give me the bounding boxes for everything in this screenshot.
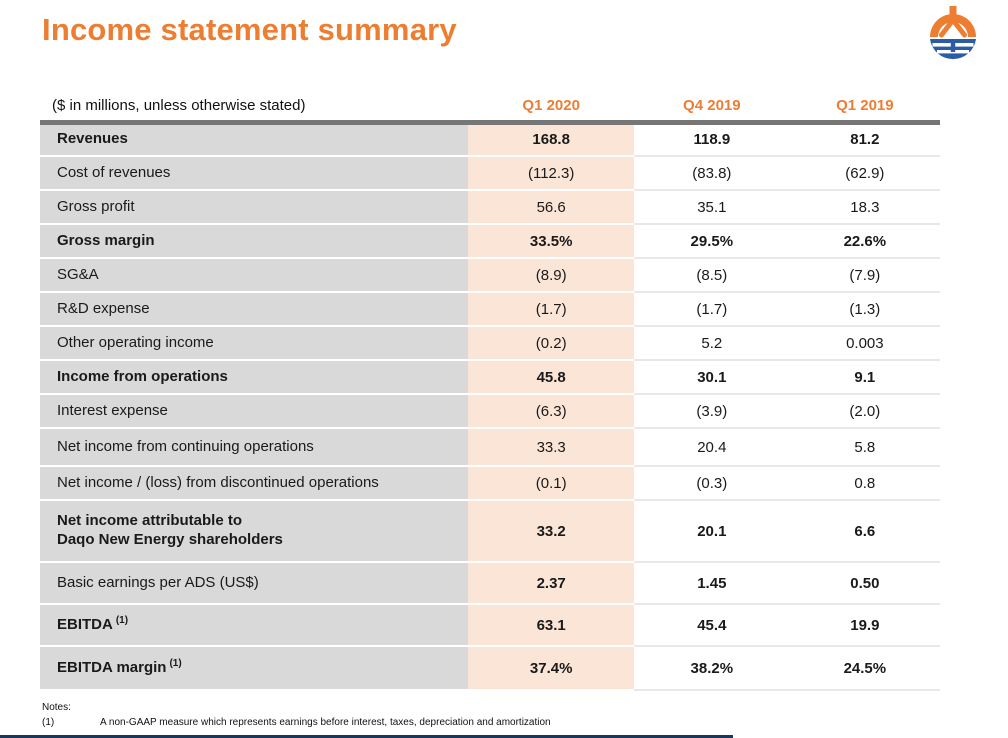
value-q4-2019: 35.1: [633, 190, 790, 225]
notes-section: Notes: (1) A non-GAAP measure which repr…: [42, 702, 551, 729]
col-header-q4-2019: Q4 2019: [633, 92, 790, 125]
value-q1-2019: 0.8: [789, 466, 940, 501]
value-q1-2020: 33.3: [468, 428, 634, 467]
value-q1-2020: 63.1: [468, 604, 634, 647]
value-q1-2020: 33.5%: [468, 224, 634, 259]
row-label: R&D expense: [40, 292, 469, 327]
table-row-basic-eps: Basic earnings per ADS (US$) 2.37 1.45 0…: [40, 562, 940, 605]
row-label: EBITDA (1): [40, 604, 469, 647]
col-header-q1-2020: Q1 2020: [468, 92, 634, 125]
table-row-revenues: Revenues 168.8 118.9 81.2: [40, 122, 940, 157]
value-q1-2019: (2.0): [789, 394, 940, 429]
unit-note: ($ in millions, unless otherwise stated): [40, 92, 469, 125]
table-header-row: ($ in millions, unless otherwise stated)…: [40, 92, 940, 125]
value-q4-2019: (8.5): [633, 258, 790, 293]
value-q4-2019: 20.4: [633, 428, 790, 467]
value-q1-2019: 18.3: [789, 190, 940, 225]
value-q1-2020: (112.3): [468, 156, 634, 191]
table-row-net-income-attributable: Net income attributable to Daqo New Ener…: [40, 500, 940, 563]
value-q1-2020: 168.8: [468, 122, 634, 157]
row-label: Other operating income: [40, 326, 469, 361]
table-row-ebitda-margin: EBITDA margin (1) 37.4% 38.2% 24.5%: [40, 646, 940, 691]
value-q4-2019: 118.9: [633, 122, 790, 157]
value-q1-2019: 24.5%: [789, 646, 940, 691]
row-label: Net income from continuing operations: [40, 428, 469, 467]
value-q4-2019: 20.1: [633, 500, 790, 563]
row-label: SG&A: [40, 258, 469, 293]
value-q4-2019: 30.1: [633, 360, 790, 395]
row-label: Net income attributable to Daqo New Ener…: [40, 500, 469, 563]
value-q1-2019: 0.50: [789, 562, 940, 605]
note-marker: (1): [42, 716, 55, 728]
footer-bar: [0, 735, 733, 738]
value-q4-2019: 5.2: [633, 326, 790, 361]
value-q1-2020: (1.7): [468, 292, 634, 327]
value-q1-2020: 33.2: [468, 500, 634, 563]
note-text: A non-GAAP measure which represents earn…: [100, 716, 551, 728]
value-q1-2020: 56.6: [468, 190, 634, 225]
value-q1-2019: 6.6: [789, 500, 940, 563]
row-label: Cost of revenues: [40, 156, 469, 191]
row-label: Basic earnings per ADS (US$): [40, 562, 469, 605]
value-q1-2019: 22.6%: [789, 224, 940, 259]
row-label: Interest expense: [40, 394, 469, 429]
value-q1-2020: 2.37: [468, 562, 634, 605]
value-q1-2020: (6.3): [468, 394, 634, 429]
row-label: EBITDA margin (1): [40, 646, 469, 691]
row-label-text: EBITDA margin: [57, 659, 167, 677]
table-row-cost-of-revenues: Cost of revenues (112.3) (83.8) (62.9): [40, 156, 940, 191]
table-row-sga: SG&A (8.9) (8.5) (7.9): [40, 258, 940, 293]
row-label: Net income / (loss) from discontinued op…: [40, 466, 469, 501]
row-label: Gross margin: [40, 224, 469, 259]
value-q1-2020: 37.4%: [468, 646, 634, 691]
value-q4-2019: 38.2%: [633, 646, 790, 691]
value-q1-2019: (1.3): [789, 292, 940, 327]
value-q1-2019: (7.9): [789, 258, 940, 293]
row-label: Gross profit: [40, 190, 469, 225]
value-q1-2019: 5.8: [789, 428, 940, 467]
value-q1-2019: 81.2: [789, 122, 940, 157]
value-q4-2019: (1.7): [633, 292, 790, 327]
value-q1-2019: 9.1: [789, 360, 940, 395]
value-q1-2019: (62.9): [789, 156, 940, 191]
row-label: Revenues: [40, 122, 469, 157]
table-row-interest-expense: Interest expense (6.3) (3.9) (2.0): [40, 394, 940, 429]
page-title: Income statement summary: [42, 12, 457, 47]
row-label-text: EBITDA: [57, 616, 113, 634]
value-q1-2020: (0.2): [468, 326, 634, 361]
row-label: Income from operations: [40, 360, 469, 395]
notes-heading: Notes:: [42, 702, 71, 713]
value-q4-2019: 45.4: [633, 604, 790, 647]
value-q4-2019: 29.5%: [633, 224, 790, 259]
note-item: (1) A non-GAAP measure which represents …: [42, 717, 551, 730]
table-row-gross-margin: Gross margin 33.5% 29.5% 22.6%: [40, 224, 940, 259]
value-q1-2020: (8.9): [468, 258, 634, 293]
company-logo: [930, 6, 976, 60]
value-q4-2019: (0.3): [633, 466, 790, 501]
value-q4-2019: (3.9): [633, 394, 790, 429]
table-row-ebitda: EBITDA (1) 63.1 45.4 19.9: [40, 604, 940, 647]
value-q1-2019: 19.9: [789, 604, 940, 647]
table-row-net-income-continuing: Net income from continuing operations 33…: [40, 428, 940, 467]
col-header-q1-2019: Q1 2019: [789, 92, 940, 125]
income-statement-table: ($ in millions, unless otherwise stated)…: [40, 92, 940, 691]
value-q1-2020: 45.8: [468, 360, 634, 395]
footnote-ref: (1): [169, 658, 182, 670]
table-row-income-from-operations: Income from operations 45.8 30.1 9.1: [40, 360, 940, 395]
table-row-gross-profit: Gross profit 56.6 35.1 18.3: [40, 190, 940, 225]
table-row-rd-expense: R&D expense (1.7) (1.7) (1.3): [40, 292, 940, 327]
footnote-ref: (1): [115, 615, 129, 627]
table-row-other-operating-income: Other operating income (0.2) 5.2 0.003: [40, 326, 940, 361]
value-q4-2019: (83.8): [633, 156, 790, 191]
value-q4-2019: 1.45: [633, 562, 790, 605]
value-q1-2019: 0.003: [789, 326, 940, 361]
value-q1-2020: (0.1): [468, 466, 634, 501]
table-row-net-income-discontinued: Net income / (loss) from discontinued op…: [40, 466, 940, 501]
